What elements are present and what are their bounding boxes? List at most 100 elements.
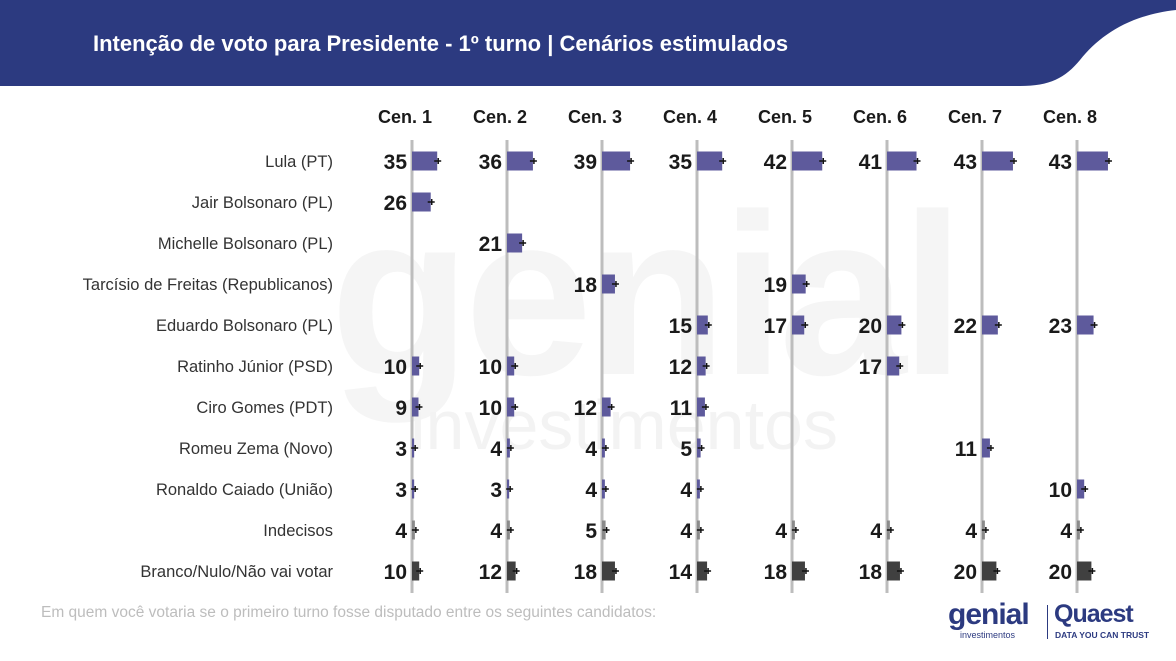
header-banner: Intenção de voto para Presidente - 1º tu… bbox=[0, 0, 1176, 90]
data-bar bbox=[1077, 315, 1094, 335]
data-label: 9 bbox=[395, 397, 407, 420]
data-label: 23 bbox=[1049, 315, 1072, 338]
scenario-header: Cen. 6 bbox=[853, 107, 907, 127]
quaest-logo-text: Quaest bbox=[1054, 600, 1134, 628]
data-bar bbox=[412, 561, 420, 581]
data-bar bbox=[412, 192, 431, 212]
data-label: 10 bbox=[384, 561, 407, 584]
data-label: 4 bbox=[775, 520, 787, 543]
data-label: 3 bbox=[395, 479, 407, 502]
data-bar bbox=[507, 397, 515, 417]
data-label: 26 bbox=[384, 192, 407, 215]
row-label: Branco/Nulo/Não vai votar bbox=[140, 563, 333, 581]
data-label: 35 bbox=[384, 151, 408, 174]
data-bar bbox=[602, 397, 611, 417]
data-bar bbox=[697, 356, 706, 376]
data-bar bbox=[412, 356, 420, 376]
data-label: 35 bbox=[669, 151, 693, 174]
data-label: 4 bbox=[870, 520, 882, 543]
data-bar bbox=[1077, 151, 1108, 171]
data-label: 3 bbox=[490, 479, 502, 502]
data-label: 12 bbox=[479, 561, 502, 584]
genial-logo-text: genial bbox=[948, 598, 1030, 631]
data-bar bbox=[602, 561, 615, 581]
quaest-logo: Quaest DATA YOU CAN TRUST bbox=[1054, 600, 1149, 646]
scenario-header: Cen. 1 bbox=[378, 107, 432, 127]
data-label: 20 bbox=[859, 315, 882, 338]
data-label: 4 bbox=[585, 479, 597, 502]
data-bar bbox=[982, 315, 998, 335]
row-label: Romeu Zema (Novo) bbox=[179, 440, 333, 458]
data-label: 4 bbox=[490, 520, 502, 543]
scenario-header: Cen. 8 bbox=[1043, 107, 1097, 127]
data-label: 11 bbox=[955, 438, 978, 461]
data-label: 4 bbox=[585, 438, 597, 461]
data-bar bbox=[697, 397, 705, 417]
data-label: 18 bbox=[764, 561, 788, 584]
data-bar bbox=[507, 151, 533, 171]
logo-divider bbox=[1047, 605, 1048, 639]
data-label: 4 bbox=[680, 520, 692, 543]
row-label: Michelle Bolsonaro (PL) bbox=[158, 235, 333, 253]
data-bar bbox=[507, 561, 516, 581]
data-bar bbox=[412, 151, 438, 171]
data-bar bbox=[697, 151, 723, 171]
genial-logo-subtext: investimentos bbox=[960, 630, 1016, 640]
row-label: Jair Bolsonaro (PL) bbox=[192, 194, 333, 212]
data-bar bbox=[792, 274, 806, 294]
data-label: 15 bbox=[669, 315, 693, 338]
data-label: 10 bbox=[479, 397, 502, 420]
scenario-header: Cen. 2 bbox=[473, 107, 527, 127]
data-label: 36 bbox=[479, 151, 502, 174]
data-label: 5 bbox=[680, 438, 692, 461]
data-label: 12 bbox=[669, 356, 692, 379]
data-label: 5 bbox=[585, 520, 597, 543]
data-bar bbox=[697, 561, 708, 581]
data-label: 22 bbox=[954, 315, 977, 338]
scenario-header: Cen. 4 bbox=[663, 107, 717, 127]
data-label: 17 bbox=[859, 356, 882, 379]
data-label: 4 bbox=[395, 520, 407, 543]
data-bar bbox=[507, 233, 523, 253]
data-bar bbox=[887, 561, 900, 581]
data-label: 20 bbox=[1049, 561, 1072, 584]
data-bar bbox=[412, 397, 419, 417]
row-label: Ratinho Júnior (PSD) bbox=[177, 358, 333, 376]
data-label: 10 bbox=[479, 356, 502, 379]
data-bar bbox=[982, 438, 990, 458]
scenario-header: Cen. 5 bbox=[758, 107, 812, 127]
data-bar bbox=[602, 274, 615, 294]
data-bar bbox=[982, 561, 997, 581]
data-label: 41 bbox=[859, 151, 883, 174]
data-label: 42 bbox=[764, 151, 787, 174]
data-label: 14 bbox=[669, 561, 693, 584]
scenario-header: Cen. 3 bbox=[568, 107, 622, 127]
data-label: 12 bbox=[574, 397, 597, 420]
data-label: 4 bbox=[490, 438, 502, 461]
data-bar bbox=[602, 151, 631, 171]
data-bar bbox=[792, 151, 823, 171]
page-title: Intenção de voto para Presidente - 1º tu… bbox=[93, 31, 789, 56]
data-label: 43 bbox=[954, 151, 977, 174]
question-footnote: Em quem você votaria se o primeiro turno… bbox=[41, 604, 657, 621]
row-label: Ciro Gomes (PDT) bbox=[196, 399, 333, 417]
row-label: Tarcísio de Freitas (Republicanos) bbox=[83, 276, 333, 294]
data-label: 10 bbox=[384, 356, 407, 379]
row-label: Ronaldo Caiado (União) bbox=[156, 481, 333, 499]
data-bar bbox=[887, 151, 917, 171]
data-bar bbox=[697, 315, 708, 335]
data-label: 4 bbox=[1060, 520, 1072, 543]
data-bar bbox=[1077, 561, 1092, 581]
data-label: 3 bbox=[395, 438, 407, 461]
data-bar bbox=[887, 356, 900, 376]
data-bar bbox=[887, 315, 902, 335]
data-bar bbox=[507, 356, 515, 376]
data-label: 4 bbox=[965, 520, 977, 543]
data-label: 43 bbox=[1049, 151, 1072, 174]
data-label: 17 bbox=[764, 315, 787, 338]
data-label: 18 bbox=[574, 274, 598, 297]
scenario-header: Cen. 7 bbox=[948, 107, 1002, 127]
header-background bbox=[0, 0, 1176, 86]
data-label: 21 bbox=[479, 233, 503, 256]
row-label: Lula (PT) bbox=[265, 153, 333, 171]
